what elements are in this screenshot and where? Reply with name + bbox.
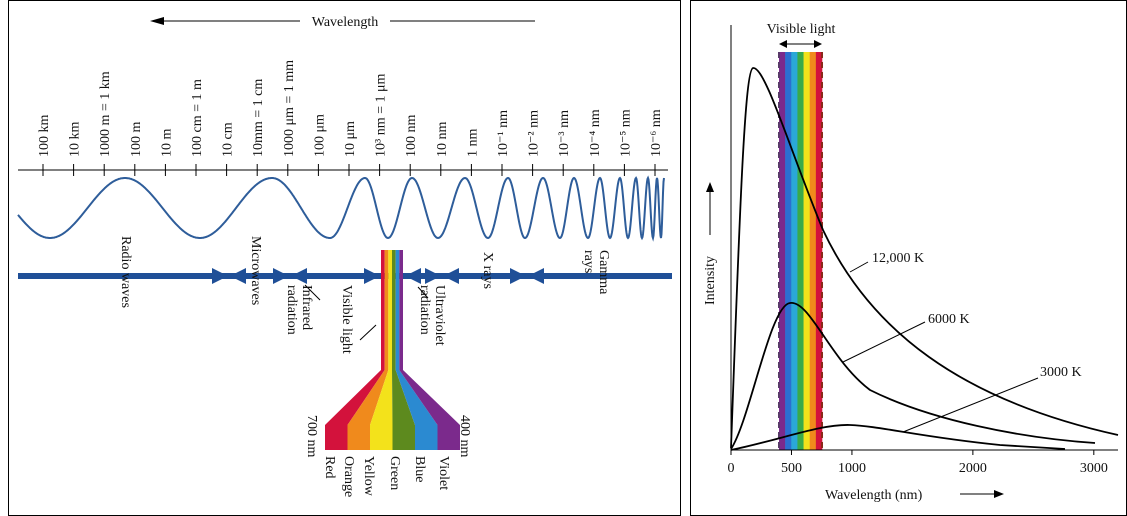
scale-label: 10⁻² nm	[527, 110, 542, 157]
color-name: Red	[322, 456, 337, 479]
color-name: Green	[387, 456, 402, 490]
scale-label: 10 nm	[435, 122, 450, 158]
leader	[304, 284, 321, 301]
scale-label: 1000 μm = 1 mm	[282, 60, 297, 157]
arrowhead	[779, 40, 787, 48]
leader	[417, 286, 429, 299]
arrowhead	[510, 268, 526, 284]
band-stripe	[815, 52, 823, 450]
band-label: Infrared	[299, 285, 314, 330]
scale-label: 10⁻⁶ nm	[649, 109, 664, 157]
x-tick-label: 3000	[1080, 461, 1108, 476]
spectrum-title: Wavelength	[312, 15, 379, 30]
scale-label: 10⁻³ nm	[557, 110, 572, 157]
x-axis-label: Wavelength (nm)	[825, 488, 923, 503]
leader	[359, 324, 377, 341]
color-name: Blue	[412, 456, 427, 482]
curve-label: 12,000 K	[872, 251, 924, 266]
curve-label: 6000 K	[928, 312, 970, 327]
arrowhead	[994, 490, 1004, 498]
scale-label: 1 nm	[465, 129, 480, 158]
arrowhead	[425, 268, 441, 284]
scale-label: 10⁻⁴ nm	[588, 109, 603, 157]
spectrum-color	[325, 250, 385, 450]
scale: 100 km 10 km 1000 m = 1 km 100 m 10 m 100 cm …	[37, 60, 664, 176]
scale-label: 100 nm	[404, 115, 419, 158]
scale-label: 10³ nm = 1 μm	[374, 74, 389, 157]
curve-12000	[730, 67, 1119, 449]
spectrum-color	[399, 250, 460, 450]
arrowhead	[528, 268, 544, 284]
curve-6000	[730, 302, 1096, 450]
band-label: rays	[581, 250, 596, 273]
arrowhead	[273, 268, 289, 284]
band-label: Ultraviolet	[432, 285, 447, 346]
arrowhead	[706, 182, 714, 192]
arrowhead	[405, 268, 421, 284]
scale-label: 10⁻¹ nm	[496, 110, 511, 157]
band-label: Microwaves	[248, 236, 263, 305]
scale-label: 1000 m = 1 km	[98, 71, 113, 157]
spectrum-color	[392, 250, 415, 450]
band-label: Gamma	[596, 250, 611, 295]
color-name: Violet	[436, 456, 451, 490]
scale-label: 10 cm	[221, 122, 236, 157]
visible-band	[779, 52, 823, 450]
band-stripe	[803, 52, 811, 450]
band-stripe	[797, 52, 804, 450]
curve-label: 3000 K	[1040, 365, 1082, 380]
leader	[842, 321, 926, 363]
scale-label: 100 km	[37, 115, 52, 158]
arrowhead	[814, 40, 822, 48]
arrowhead	[212, 268, 228, 284]
band-stripe	[785, 52, 792, 450]
band-label: radiation	[284, 285, 299, 335]
band-label: X rays	[480, 252, 495, 289]
x-tick-label: 2000	[959, 461, 987, 476]
scale-label: 100 cm = 1 m	[190, 79, 205, 157]
band-label: Visible light	[767, 22, 836, 37]
arrowhead	[150, 17, 164, 25]
wave	[17, 175, 665, 242]
x-tick-label: 500	[781, 461, 802, 476]
scale-label: 10 m	[159, 129, 174, 158]
scale-label: 10 km	[68, 122, 83, 158]
wavelength-label: 700 nm	[304, 415, 319, 458]
arrowhead	[230, 268, 246, 284]
leader	[902, 377, 1039, 433]
band-arrows	[18, 268, 672, 284]
scale-label: 100 μm	[312, 114, 327, 157]
y-axis-label: Intensity	[703, 256, 718, 305]
curve-3000	[730, 424, 1066, 451]
color-name: Orange	[341, 456, 356, 497]
scale-label: 100 m	[129, 122, 144, 158]
scale-label: 10mm = 1 cm	[251, 79, 266, 157]
band-label: Radio waves	[118, 236, 133, 308]
visible-fan	[325, 250, 460, 450]
leader	[849, 261, 869, 273]
band-line	[18, 273, 672, 279]
color-labels: 700 nm 400 nm Red Orange Yellow Green Blue Viol…	[304, 415, 472, 497]
wavelength-label: 400 nm	[457, 415, 472, 458]
band-stripe	[791, 52, 798, 450]
x-tick-label: 1000	[838, 461, 866, 476]
spectrum-color	[370, 250, 393, 450]
spectrum-color	[347, 250, 389, 450]
arrowhead	[364, 268, 380, 284]
band-label: Visible light	[339, 285, 354, 354]
arrowhead	[291, 268, 307, 284]
curves	[730, 67, 1119, 451]
scale-label: 10⁻⁵ nm	[618, 109, 633, 157]
band-stripe	[809, 52, 817, 450]
scale-label: 10 μm	[343, 121, 358, 157]
band-label: radiation	[417, 285, 432, 335]
x-tick-label: 0	[728, 461, 735, 476]
spectrum-color	[395, 250, 438, 450]
band-stripe	[779, 52, 786, 450]
arrowhead	[443, 268, 459, 284]
color-name: Yellow	[361, 456, 376, 497]
